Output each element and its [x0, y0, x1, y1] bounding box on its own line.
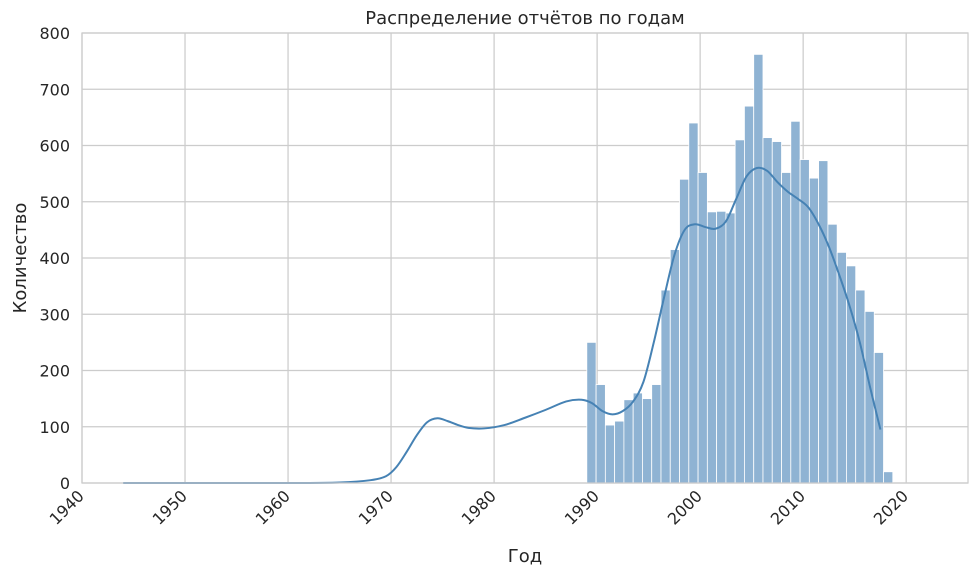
histogram-bar [706, 211, 718, 484]
y-tick-label: 700 [39, 80, 70, 99]
y-tick-label: 400 [39, 249, 70, 268]
histogram-bar [623, 399, 634, 484]
y-tick-label: 500 [39, 193, 70, 212]
histogram-bar [725, 212, 736, 484]
histogram-bar [883, 471, 894, 484]
histogram-bar [781, 172, 792, 484]
x-tick-label: 2000 [664, 486, 706, 528]
histogram-bar [642, 398, 653, 484]
histogram-bar [679, 178, 690, 484]
histogram-bar [790, 120, 801, 484]
x-tick-label: 1950 [149, 486, 191, 528]
histogram-bar [855, 289, 866, 484]
histogram-bar [744, 105, 755, 484]
histogram-bar [688, 122, 699, 484]
histogram-bar [586, 341, 597, 484]
histogram-bar [753, 53, 764, 484]
kde-line [123, 166, 882, 485]
x-tick-label: 2010 [767, 486, 809, 528]
histogram-bar [808, 177, 820, 484]
histogram-bar [716, 210, 727, 484]
x-tick-label: 1980 [458, 486, 500, 528]
y-tick-label: 100 [39, 418, 70, 437]
x-tick-label: 2020 [870, 486, 912, 528]
x-axis-label: Год [508, 546, 542, 567]
histogram-bar [632, 392, 643, 484]
chart-title: Распределение отчётов по годам [365, 8, 684, 29]
histogram-bar [836, 251, 847, 484]
x-tick-label: 1990 [561, 486, 603, 528]
x-axis-ticks: 1940 1950 1960 1970 1980 1990 2000 2010 2020 [46, 486, 912, 528]
y-axis-label: Количество [10, 203, 31, 314]
y-tick-label: 200 [39, 362, 70, 381]
y-tick-label: 800 [39, 24, 70, 43]
x-tick-label: 1970 [355, 486, 397, 528]
x-tick-label: 1960 [252, 486, 294, 528]
histogram-bar [697, 172, 708, 484]
histogram-bars [586, 53, 894, 484]
y-tick-label: 0 [60, 474, 70, 493]
grid-lines [81, 32, 968, 484]
histogram-bar [595, 384, 606, 484]
histogram-bar [651, 384, 662, 484]
histogram-bar [771, 141, 782, 484]
histogram-bar [873, 352, 884, 484]
kde-curve-group [123, 166, 882, 485]
y-tick-label: 600 [39, 137, 70, 156]
y-tick-label: 300 [39, 305, 70, 324]
histogram-bar [604, 424, 616, 484]
histogram-bar [818, 160, 829, 484]
plot-frame [81, 32, 969, 484]
histogram-bar [762, 137, 773, 484]
y-axis-ticks: 0 100 200 300 400 500 600 700 800 [39, 24, 70, 493]
histogram-bar [660, 289, 671, 484]
histogram-bar [669, 249, 680, 484]
histogram-bar [614, 420, 625, 484]
